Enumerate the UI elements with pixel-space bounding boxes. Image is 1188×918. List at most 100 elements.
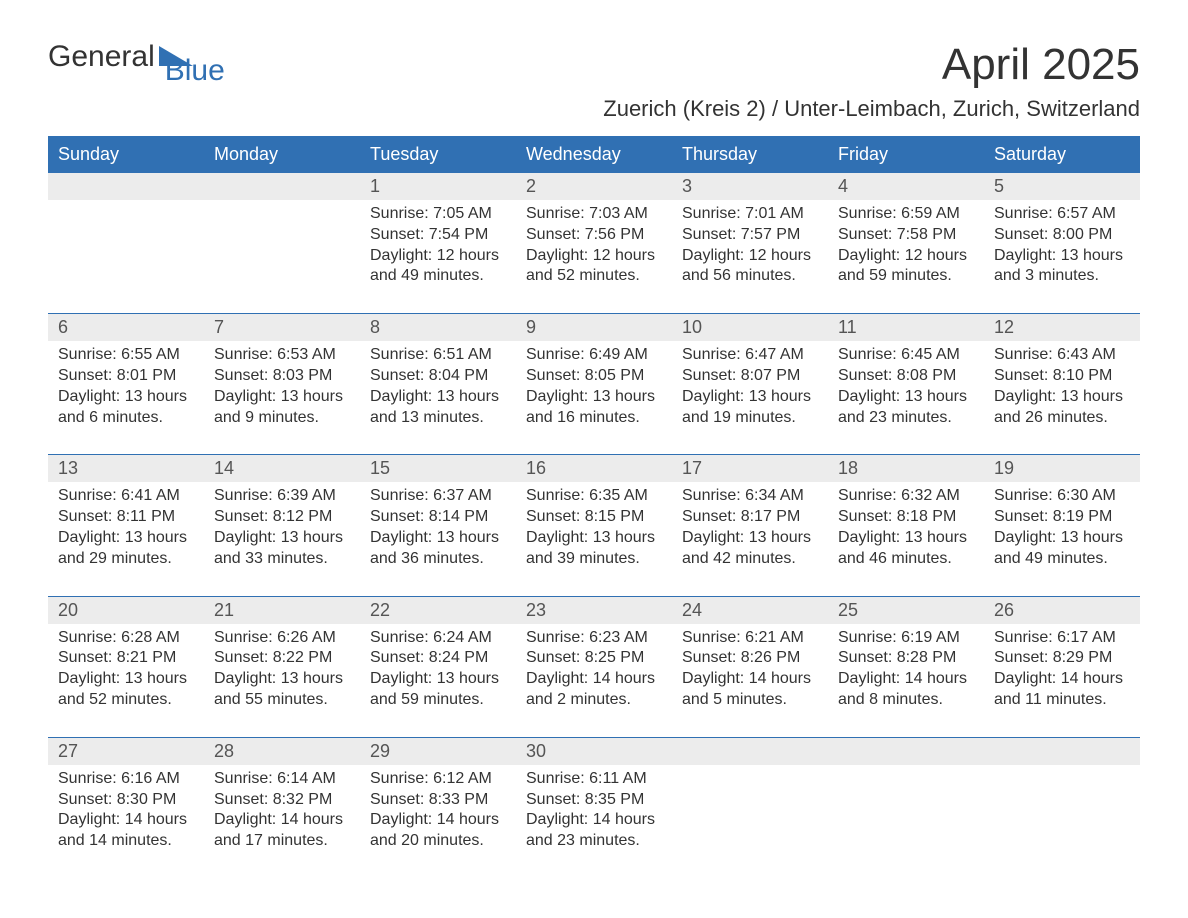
day-number: 26	[984, 597, 1140, 624]
daylight-text: Daylight: 14 hours and 8 minutes.	[838, 669, 974, 711]
day-number: 10	[672, 314, 828, 341]
day-cell: Sunrise: 6:17 AMSunset: 8:29 PMDaylight:…	[984, 624, 1140, 737]
day-cell: Sunrise: 6:55 AMSunset: 8:01 PMDaylight:…	[48, 341, 204, 454]
daylight-text: Daylight: 13 hours and 9 minutes.	[214, 387, 350, 429]
sunrise-text: Sunrise: 6:51 AM	[370, 345, 506, 366]
daylight-text: Daylight: 14 hours and 14 minutes.	[58, 810, 194, 852]
day-number: 20	[48, 597, 204, 624]
sunset-text: Sunset: 8:03 PM	[214, 366, 350, 387]
sunset-text: Sunset: 8:10 PM	[994, 366, 1130, 387]
sunrise-text: Sunrise: 7:05 AM	[370, 204, 506, 225]
sunset-text: Sunset: 8:29 PM	[994, 648, 1130, 669]
day-number: 4	[828, 173, 984, 200]
sunrise-text: Sunrise: 6:47 AM	[682, 345, 818, 366]
day-cell: Sunrise: 7:05 AMSunset: 7:54 PMDaylight:…	[360, 200, 516, 313]
day-number: 11	[828, 314, 984, 341]
calendar: Sunday Monday Tuesday Wednesday Thursday…	[48, 136, 1140, 878]
day-number: 8	[360, 314, 516, 341]
sunrise-text: Sunrise: 6:45 AM	[838, 345, 974, 366]
day-cell: Sunrise: 6:23 AMSunset: 8:25 PMDaylight:…	[516, 624, 672, 737]
sunset-text: Sunset: 8:32 PM	[214, 790, 350, 811]
sunrise-text: Sunrise: 6:21 AM	[682, 628, 818, 649]
day-number: 13	[48, 455, 204, 482]
day-cell: Sunrise: 6:47 AMSunset: 8:07 PMDaylight:…	[672, 341, 828, 454]
daynum-row: 12345	[48, 173, 1140, 200]
day-number: 1	[360, 173, 516, 200]
daylight-text: Daylight: 13 hours and 49 minutes.	[994, 528, 1130, 570]
day-number: 24	[672, 597, 828, 624]
sunrise-text: Sunrise: 6:55 AM	[58, 345, 194, 366]
sunset-text: Sunset: 8:26 PM	[682, 648, 818, 669]
daylight-text: Daylight: 13 hours and 6 minutes.	[58, 387, 194, 429]
day-number: 21	[204, 597, 360, 624]
sunrise-text: Sunrise: 6:39 AM	[214, 486, 350, 507]
sunset-text: Sunset: 8:05 PM	[526, 366, 662, 387]
day-number: 14	[204, 455, 360, 482]
day-header: Saturday	[984, 136, 1140, 173]
daylight-text: Daylight: 13 hours and 52 minutes.	[58, 669, 194, 711]
day-number: 17	[672, 455, 828, 482]
day-cell	[672, 765, 828, 878]
sunrise-text: Sunrise: 6:23 AM	[526, 628, 662, 649]
day-number: 27	[48, 738, 204, 765]
daylight-text: Daylight: 14 hours and 17 minutes.	[214, 810, 350, 852]
day-number: 19	[984, 455, 1140, 482]
sunrise-text: Sunrise: 6:30 AM	[994, 486, 1130, 507]
day-header: Monday	[204, 136, 360, 173]
day-header: Wednesday	[516, 136, 672, 173]
sunset-text: Sunset: 8:19 PM	[994, 507, 1130, 528]
sunrise-text: Sunrise: 6:43 AM	[994, 345, 1130, 366]
day-number: 18	[828, 455, 984, 482]
sunrise-text: Sunrise: 7:01 AM	[682, 204, 818, 225]
sunset-text: Sunset: 8:12 PM	[214, 507, 350, 528]
daylight-text: Daylight: 14 hours and 20 minutes.	[370, 810, 506, 852]
sunset-text: Sunset: 8:17 PM	[682, 507, 818, 528]
content-row: Sunrise: 6:55 AMSunset: 8:01 PMDaylight:…	[48, 341, 1140, 454]
day-cell: Sunrise: 7:01 AMSunset: 7:57 PMDaylight:…	[672, 200, 828, 313]
content-row: Sunrise: 7:05 AMSunset: 7:54 PMDaylight:…	[48, 200, 1140, 313]
day-cell: Sunrise: 6:11 AMSunset: 8:35 PMDaylight:…	[516, 765, 672, 878]
day-number: 12	[984, 314, 1140, 341]
day-number: 7	[204, 314, 360, 341]
sunset-text: Sunset: 8:11 PM	[58, 507, 194, 528]
day-cell: Sunrise: 6:37 AMSunset: 8:14 PMDaylight:…	[360, 482, 516, 595]
day-cell: Sunrise: 6:19 AMSunset: 8:28 PMDaylight:…	[828, 624, 984, 737]
sunset-text: Sunset: 7:58 PM	[838, 225, 974, 246]
daylight-text: Daylight: 14 hours and 5 minutes.	[682, 669, 818, 711]
sunrise-text: Sunrise: 6:49 AM	[526, 345, 662, 366]
daylight-text: Daylight: 13 hours and 55 minutes.	[214, 669, 350, 711]
daylight-text: Daylight: 13 hours and 39 minutes.	[526, 528, 662, 570]
week: 12345Sunrise: 7:05 AMSunset: 7:54 PMDayl…	[48, 173, 1140, 313]
content-row: Sunrise: 6:28 AMSunset: 8:21 PMDaylight:…	[48, 624, 1140, 737]
sunset-text: Sunset: 8:22 PM	[214, 648, 350, 669]
sunrise-text: Sunrise: 6:59 AM	[838, 204, 974, 225]
sunrise-text: Sunrise: 6:34 AM	[682, 486, 818, 507]
sunrise-text: Sunrise: 6:35 AM	[526, 486, 662, 507]
sunset-text: Sunset: 8:28 PM	[838, 648, 974, 669]
daylight-text: Daylight: 14 hours and 2 minutes.	[526, 669, 662, 711]
day-cell: Sunrise: 6:21 AMSunset: 8:26 PMDaylight:…	[672, 624, 828, 737]
sunrise-text: Sunrise: 6:41 AM	[58, 486, 194, 507]
day-cell: Sunrise: 6:43 AMSunset: 8:10 PMDaylight:…	[984, 341, 1140, 454]
day-cell	[828, 765, 984, 878]
day-number: 3	[672, 173, 828, 200]
day-cell: Sunrise: 6:53 AMSunset: 8:03 PMDaylight:…	[204, 341, 360, 454]
day-cell: Sunrise: 6:12 AMSunset: 8:33 PMDaylight:…	[360, 765, 516, 878]
sunset-text: Sunset: 8:07 PM	[682, 366, 818, 387]
day-cell: Sunrise: 7:03 AMSunset: 7:56 PMDaylight:…	[516, 200, 672, 313]
sunset-text: Sunset: 7:56 PM	[526, 225, 662, 246]
day-header-row: Sunday Monday Tuesday Wednesday Thursday…	[48, 136, 1140, 173]
day-number: 23	[516, 597, 672, 624]
day-number: 25	[828, 597, 984, 624]
day-header: Sunday	[48, 136, 204, 173]
day-cell: Sunrise: 6:24 AMSunset: 8:24 PMDaylight:…	[360, 624, 516, 737]
sunset-text: Sunset: 7:57 PM	[682, 225, 818, 246]
day-cell: Sunrise: 6:34 AMSunset: 8:17 PMDaylight:…	[672, 482, 828, 595]
day-cell: Sunrise: 6:49 AMSunset: 8:05 PMDaylight:…	[516, 341, 672, 454]
daynum-row: 27282930	[48, 738, 1140, 765]
daylight-text: Daylight: 13 hours and 59 minutes.	[370, 669, 506, 711]
sunset-text: Sunset: 8:08 PM	[838, 366, 974, 387]
sunrise-text: Sunrise: 6:14 AM	[214, 769, 350, 790]
sunrise-text: Sunrise: 6:53 AM	[214, 345, 350, 366]
day-number: 5	[984, 173, 1140, 200]
